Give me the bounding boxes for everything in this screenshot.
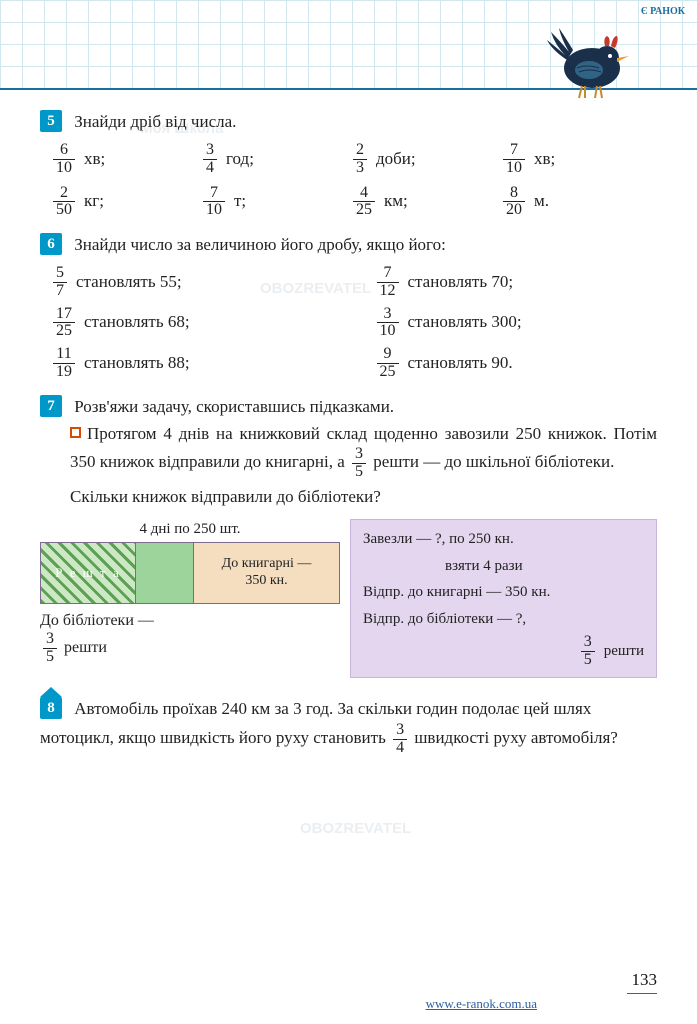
hint-line: Відпр. до книгарні — 350 кн.: [363, 581, 644, 604]
exercise-6-grid: 57становлять 55; 712становлять 70; 1725с…: [50, 265, 657, 381]
exercise-7-diagram-row: 4 дні по 250 шт. Р е ш т а До книгарні —…: [40, 519, 657, 678]
exercise-6: 6 Знайди число за величиною його дробу, …: [40, 233, 657, 381]
hint-line: Відпр. до бібліотеки — ?,: [363, 608, 644, 631]
publisher-logo: Є РАНОК: [641, 6, 685, 17]
page-content: 5 Знайди дріб від числа. 610хв; 34год; 2…: [40, 110, 657, 984]
diagram-title: 4 дні по 250 шт.: [40, 519, 340, 539]
bar-diagram: Р е ш т а До книгарні —350 кн.: [40, 542, 340, 604]
rooster-illustration: [537, 20, 647, 100]
diagram-bottom-label: До бібліотеки — 35 решти: [40, 610, 340, 666]
footer-url: www.e-ranok.com.ua: [426, 996, 537, 1012]
exercise-number: 5: [40, 110, 62, 132]
exercise-title: Знайди дріб від числа.: [74, 112, 236, 131]
exercise-7-problem: Протягом 4 днів на книжковий склад щоден…: [70, 423, 657, 481]
fraction-row: 250кг; 710т; 425км; 820м.: [50, 185, 657, 220]
bar-segment-bookstore: До книгарні —350 кн.: [194, 543, 339, 603]
hint-line: 35 решти: [363, 634, 644, 669]
exercise-title: Знайди число за величиною його дробу, як…: [74, 235, 446, 254]
exercise-8: 8 Автомобіль проїхав 240 км за 3 год. За…: [40, 696, 657, 757]
exercise-number: 7: [40, 395, 62, 417]
exercise-7-hint-box: Завезли — ?, по 250 кн. взяти 4 рази Від…: [350, 519, 657, 678]
exercise-number-home-icon: 8: [40, 697, 62, 719]
hint-line: Завезли — ?, по 250 кн.: [363, 528, 644, 551]
exercise-5: 5 Знайди дріб від числа. 610хв; 34год; 2…: [40, 110, 657, 219]
page-number-underline: [627, 993, 657, 995]
exercise-7: 7 Розв'яжи задачу, скориставшись підказк…: [40, 395, 657, 678]
problem-marker-icon: [70, 427, 81, 438]
exercise-number: 6: [40, 233, 62, 255]
exercise-7-diagram: 4 дні по 250 шт. Р е ш т а До книгарні —…: [40, 519, 340, 665]
exercise-title: Розв'яжи задачу, скориставшись підказкам…: [74, 397, 394, 416]
bar-segment-remainder: Р е ш т а: [41, 543, 136, 603]
fraction-row: 610хв; 34год; 23доби; 710хв;: [50, 142, 657, 177]
exercise-7-question: Скільки книжок відправили до бібліотеки?: [70, 486, 657, 509]
exercise-8-text: Автомобіль проїхав 240 км за 3 год. За с…: [40, 699, 618, 748]
hint-line: взяти 4 рази: [363, 555, 644, 578]
bar-segment-green: [136, 543, 194, 603]
page-number: 133: [632, 970, 658, 990]
